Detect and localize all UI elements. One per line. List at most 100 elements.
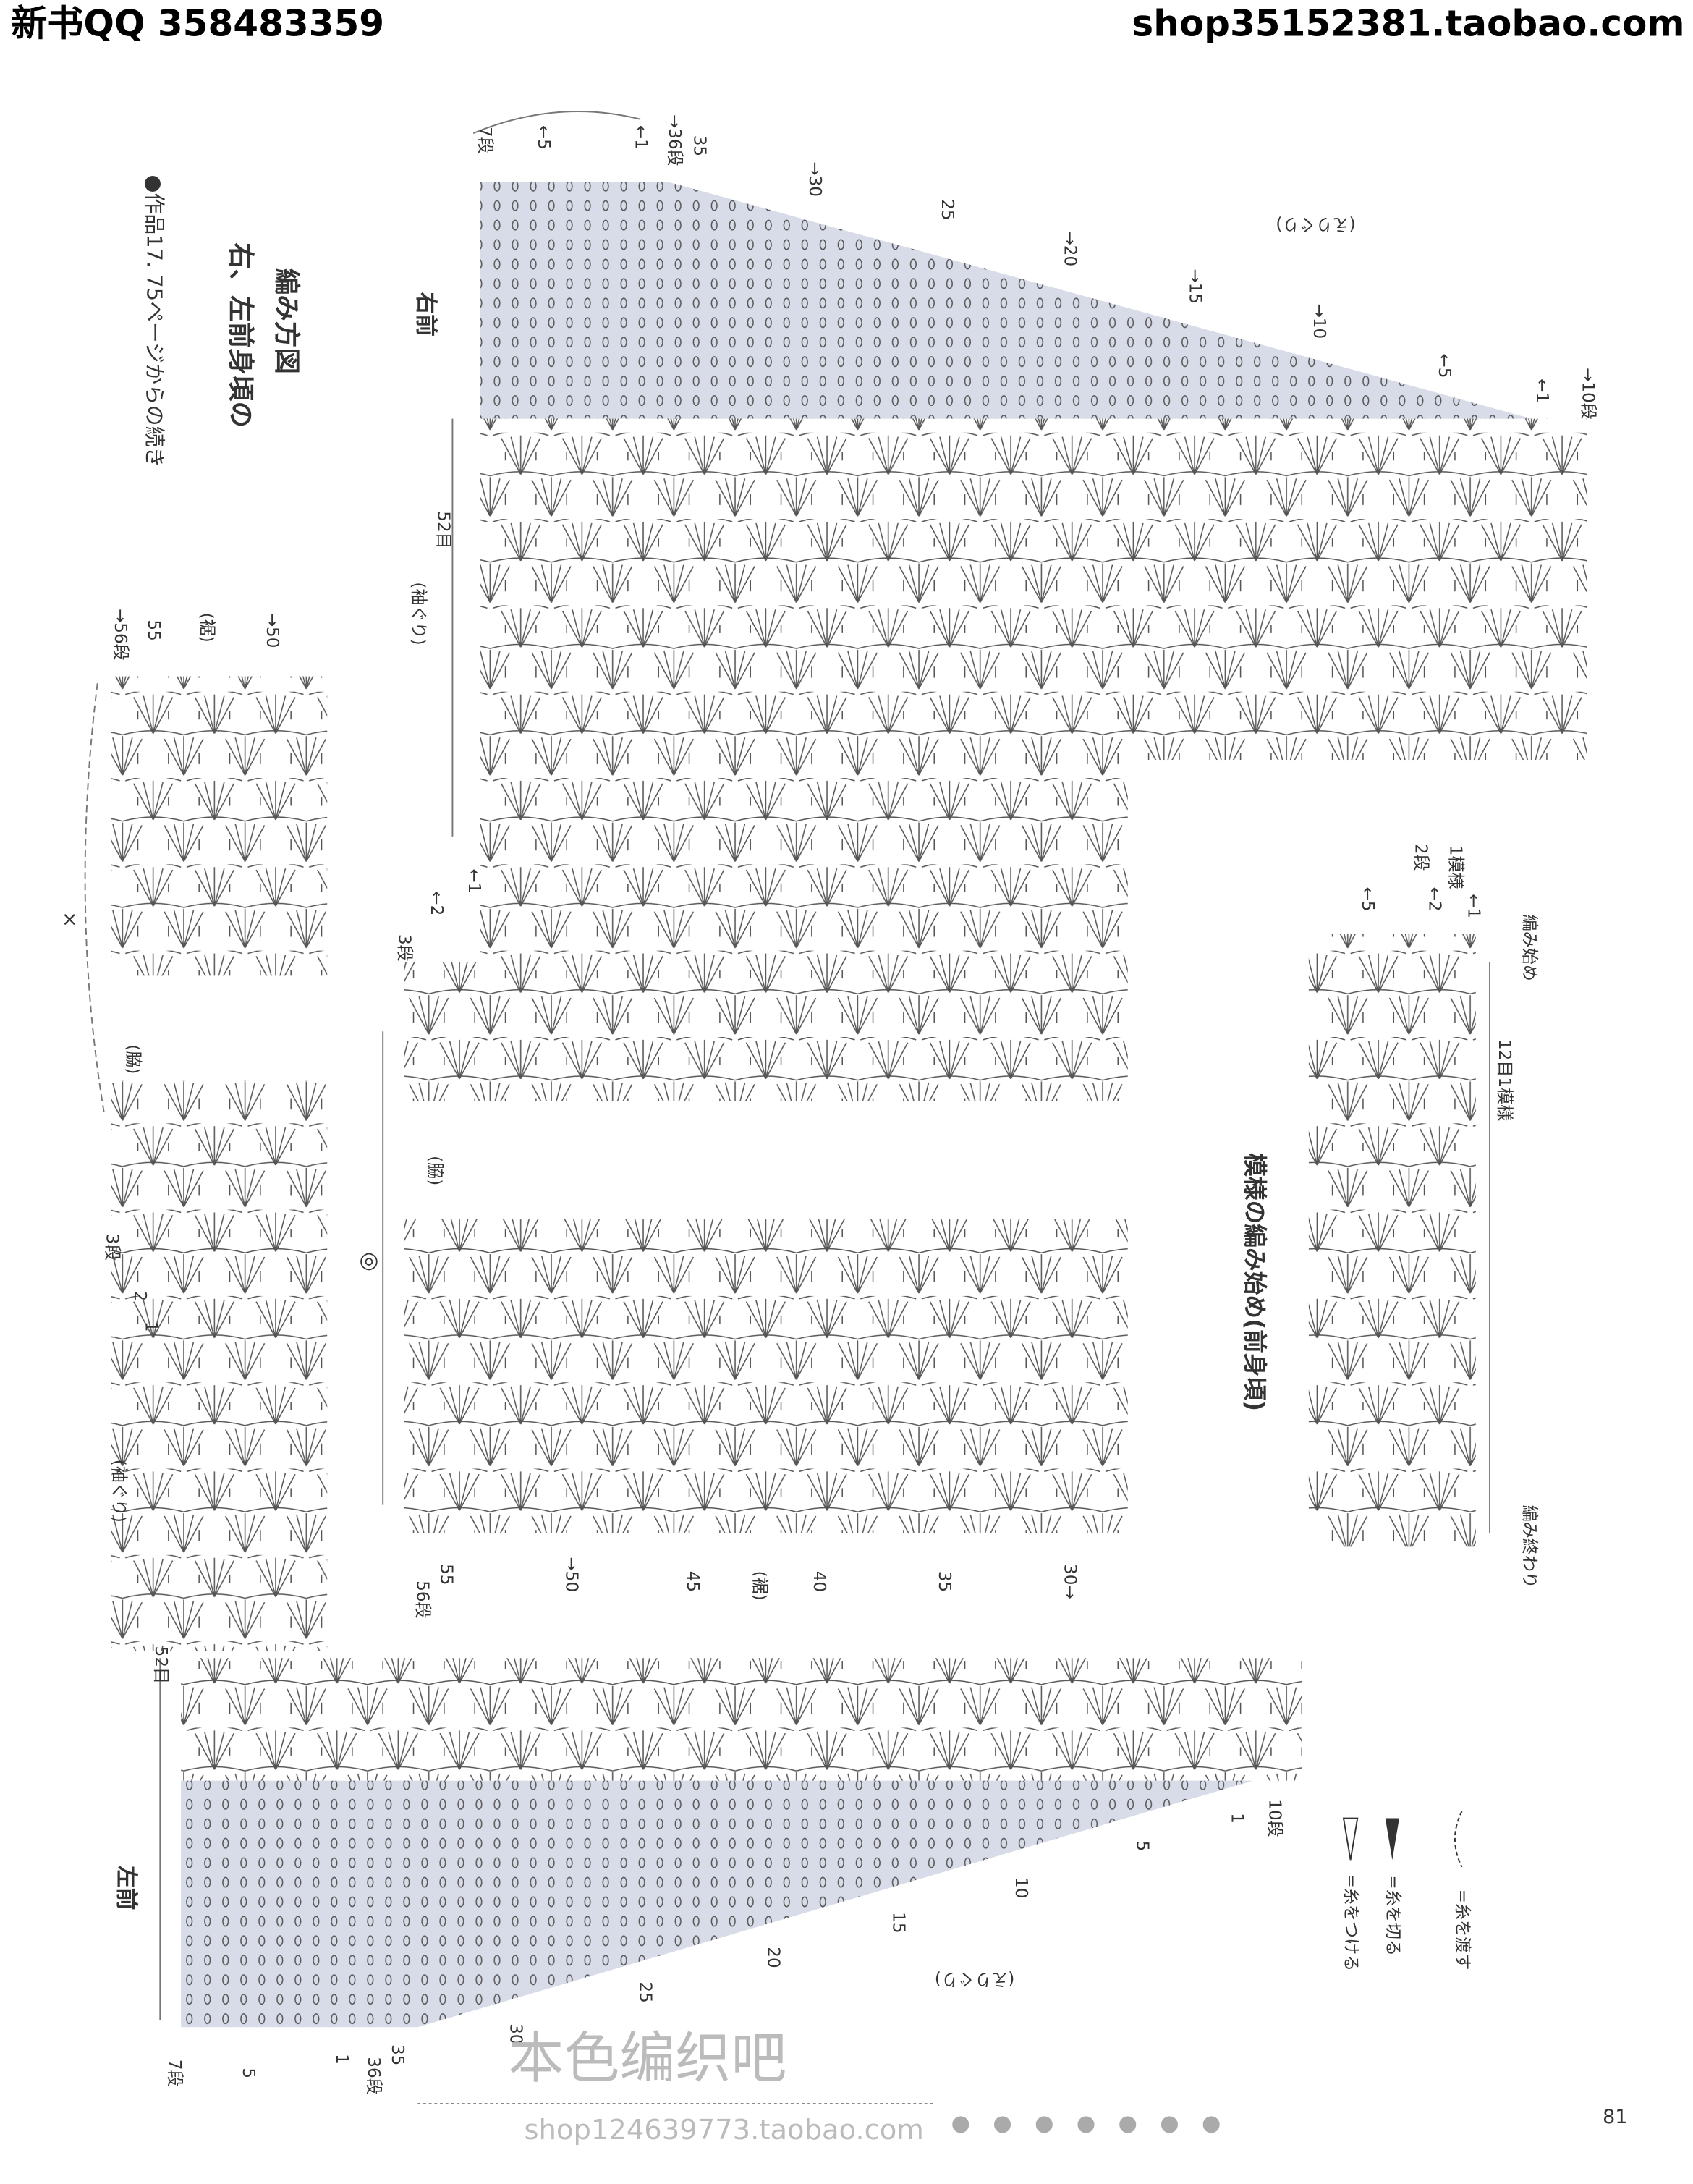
row-number: 10 xyxy=(1011,1877,1030,1898)
legend-symbols xyxy=(1342,1811,1463,1868)
row-number: 55 xyxy=(436,1564,455,1585)
title: 編み方図 xyxy=(271,268,302,374)
curve xyxy=(472,111,641,134)
legend-text: =糸を渡す xyxy=(1453,1889,1472,1971)
row-number: 2 xyxy=(130,1291,149,1302)
row-number: 1 xyxy=(141,1321,160,1332)
label: (脇) xyxy=(425,1156,444,1185)
label: (袖ぐり) xyxy=(109,1460,128,1523)
stitch-grid xyxy=(111,1080,328,1651)
header-right: shop35152381.taobao.com xyxy=(1132,2,1684,44)
label: 12目1模様 xyxy=(1495,1039,1514,1121)
title: 右、左前身頃の xyxy=(225,242,256,428)
row-number: 35 xyxy=(388,2044,407,2065)
header-left: 新书QQ 358483359 xyxy=(11,2,384,44)
row-number: 2段 xyxy=(1411,844,1430,871)
row-number: →50 xyxy=(561,1557,580,1592)
row-number: 30 xyxy=(506,2023,525,2044)
dot xyxy=(1035,2116,1053,2133)
attach-symbol xyxy=(1342,1817,1359,1861)
dot xyxy=(1077,2116,1095,2133)
watermark: shop124639773.taobao.com xyxy=(525,2114,924,2146)
label: (えりぐり) xyxy=(1276,215,1355,234)
label: 52目 xyxy=(433,511,452,549)
row-number: 1 xyxy=(332,2054,351,2065)
row-number: 1 xyxy=(1227,1813,1246,1824)
row-number: →50 xyxy=(263,613,281,648)
row-number: ←2 xyxy=(1425,886,1444,911)
row-number: →10段 xyxy=(1578,368,1597,420)
label: × xyxy=(61,908,78,931)
row-number: 10段 xyxy=(1265,1799,1283,1837)
section-label: 左前 xyxy=(114,1866,140,1910)
watermark: 本色编织吧 xyxy=(508,2026,786,2091)
row-number: ←5 xyxy=(534,125,553,150)
label: 編み終わり xyxy=(1519,1505,1538,1588)
stitch-grid xyxy=(1308,934,1476,1547)
row-number: 1模様 xyxy=(1446,845,1464,889)
stitch-grid xyxy=(404,1219,1128,1533)
row-number: 15 xyxy=(889,1912,908,1933)
row-number: 36段 xyxy=(364,2057,383,2094)
row-number: 35 xyxy=(690,135,709,156)
stitch-grid xyxy=(404,962,1128,1101)
stitch-grid xyxy=(181,1780,1253,2028)
row-number: 45 xyxy=(683,1571,702,1592)
row-number: →36段 xyxy=(665,114,684,166)
dimension-lines xyxy=(84,111,1491,2104)
row-number: 3段 xyxy=(102,1234,121,1261)
section-label: 右前 xyxy=(412,292,438,337)
row-number: 30→ xyxy=(1060,1564,1079,1599)
row-number: ←5 xyxy=(1358,886,1377,911)
carry-symbol xyxy=(1454,1811,1463,1868)
dot xyxy=(1202,2116,1220,2133)
row-number: 7段 xyxy=(475,127,494,154)
labels: 新书QQ 358483359 shop35152381.taobao.com ●作品… xyxy=(11,2,1684,2146)
row-number: 40 xyxy=(810,1571,828,1592)
page-number: 81 xyxy=(1603,2106,1627,2128)
row-number: 5 xyxy=(1132,1841,1151,1852)
dot xyxy=(952,2116,969,2133)
pattern-title: 模様の編み始め(前身頃) xyxy=(1241,1153,1268,1411)
row-number: 20 xyxy=(764,1947,783,1968)
row-number: ←1 xyxy=(632,125,650,150)
row-number: →30 xyxy=(805,161,824,197)
row-number: 5 xyxy=(239,2067,258,2078)
dot xyxy=(1161,2116,1178,2133)
row-number: →10 xyxy=(1310,304,1328,339)
dot xyxy=(993,2116,1011,2133)
decor-dots xyxy=(952,2116,1220,2133)
row-number: ←1 xyxy=(464,868,483,893)
stitch-grid xyxy=(480,760,1128,962)
label: ◎ xyxy=(360,1247,379,1273)
legend-text: =糸をつける xyxy=(1341,1874,1360,1972)
curve xyxy=(84,683,106,1115)
row-number: 35 xyxy=(935,1571,954,1592)
row-number: 55 xyxy=(144,619,163,640)
label: (袖ぐり) xyxy=(409,582,428,645)
label: (裾) xyxy=(750,1571,768,1601)
row-number: ←2 xyxy=(427,891,446,915)
row-number: ←1 xyxy=(1532,378,1551,403)
row-number: →20 xyxy=(1060,231,1079,266)
diagram xyxy=(84,111,1587,2133)
row-number: 25 xyxy=(938,199,956,220)
label: (えりぐり) xyxy=(935,1969,1014,1988)
stitch-grid xyxy=(111,676,328,976)
label: 52目 xyxy=(151,1646,170,1684)
row-number: 25 xyxy=(635,1981,654,2002)
row-number: 56段 xyxy=(413,1580,432,1618)
stitch-grid xyxy=(181,1658,1302,1781)
dot xyxy=(1119,2116,1137,2133)
label: (裾) xyxy=(197,613,216,643)
label: (脇) xyxy=(123,1044,142,1074)
legend-text: =糸を切る xyxy=(1383,1875,1402,1956)
row-number: →56段 xyxy=(111,609,130,661)
label: 編み始め xyxy=(1519,915,1538,981)
title-note: ●作品17. 75ページからの続き xyxy=(143,174,167,467)
row-number: →15 xyxy=(1186,268,1205,304)
row-number: ←5 xyxy=(1435,353,1454,378)
row-number: ←1 xyxy=(1464,894,1482,918)
